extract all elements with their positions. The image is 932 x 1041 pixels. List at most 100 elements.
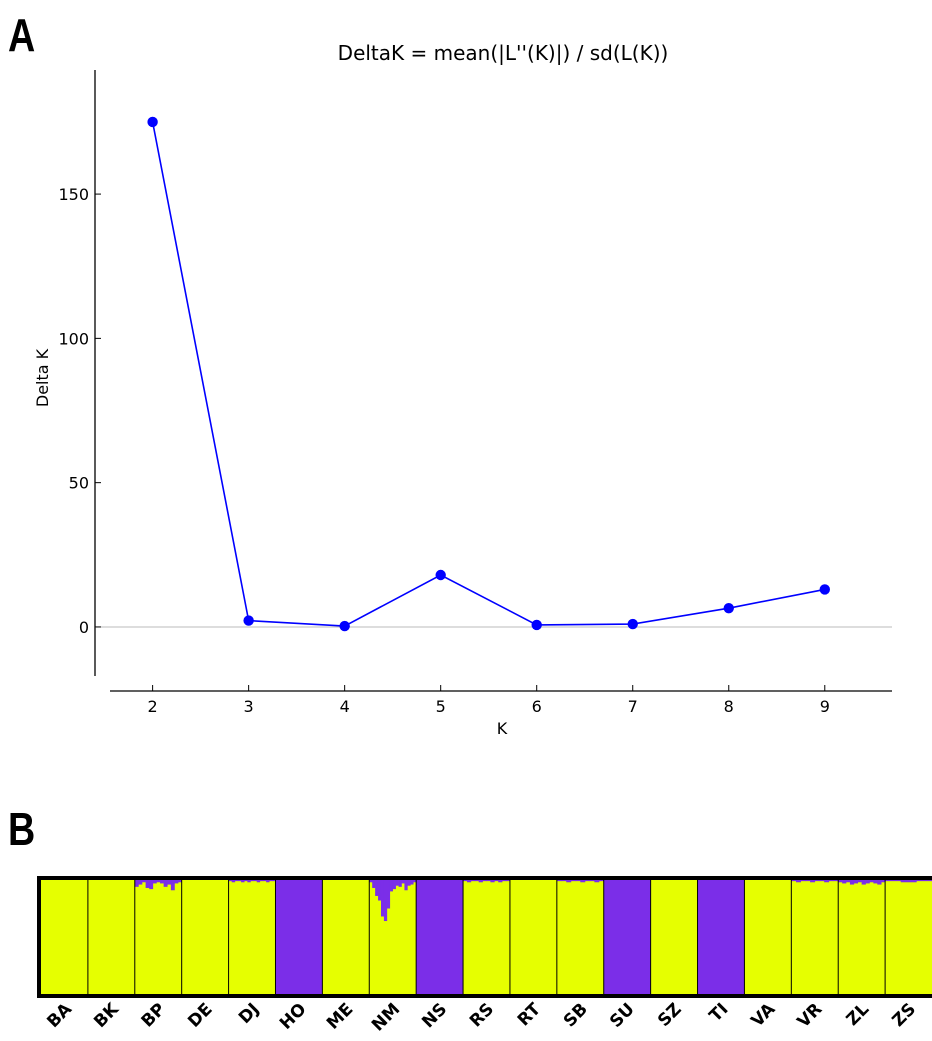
cluster-2-bar [375,880,379,896]
y-tick-label: 50 [69,474,89,493]
cluster-2-bar [167,880,172,885]
cluster-2-bar [853,880,859,884]
population-sz [650,880,698,994]
cluster-2-bar [149,880,154,890]
y-tick-label: 100 [58,329,89,348]
cluster-2-bar [584,880,590,882]
cluster-2-bar [259,880,264,882]
cluster-2-bar [392,880,396,890]
population-label: SU [606,999,639,1032]
population-rt [509,880,557,994]
cluster-1-bar [603,880,651,994]
cluster-2-bar [416,880,464,994]
population-sb [556,880,605,994]
cluster-2-bar [842,880,847,884]
cluster-2-bar [810,880,816,883]
cluster-2-bar [256,880,261,883]
cluster-2-bar [234,880,239,882]
cluster-2-bar [398,880,402,887]
cluster-2-bar [474,880,479,882]
population-label: BA [43,999,76,1032]
population-label: SZ [654,999,686,1031]
cluster-2-bar [241,880,245,883]
cluster-2-bar [266,880,270,883]
cluster-1-bar [744,880,792,994]
cluster-2-bar [800,880,806,882]
cluster-2-bar [502,880,507,882]
cluster-2-bar [846,880,851,883]
cluster-2-bar [828,880,834,882]
plot-frame [37,876,932,998]
cluster-2-bar [401,880,405,884]
cluster-1-bar [697,880,745,994]
cluster-1-bar [416,880,464,994]
x-tick-label: 2 [148,697,158,716]
x-tick-label: 5 [436,697,446,716]
population-label: ZL [843,999,874,1030]
cluster-2-bar [561,880,567,882]
cluster-1-bar [87,880,135,994]
data-point [243,615,254,626]
cluster-2-bar [262,880,267,882]
cluster-1-bar [791,880,839,994]
cluster-2-bar [580,880,586,883]
population-label: DJ [235,999,264,1028]
x-tick-label: 8 [724,697,734,716]
cluster-2-bar [463,880,468,882]
axes [94,70,892,692]
cluster-1-bar [322,880,370,994]
population-nm [369,880,417,994]
cluster-2-bar [247,880,251,883]
data-point [723,602,734,614]
cluster-2-bar [178,880,182,883]
cluster-1-bar [885,880,932,994]
cluster-2-bar [369,880,373,883]
data-point [819,584,830,595]
cluster-2-bar [228,880,233,882]
cluster-2-bar [134,880,139,887]
cluster-2-bar [494,880,499,882]
panel-label-a: A [8,9,36,61]
cluster-2-bar [885,880,902,882]
cluster-2-bar [231,880,236,883]
cluster-2-bar [791,880,797,882]
cluster-2-bar [152,880,157,884]
cluster-2-bar [482,880,487,882]
cluster-2-bar [556,880,562,882]
population-vr [791,880,839,994]
cluster-2-bar [272,880,276,882]
cluster-2-bar [395,880,399,886]
data-point [435,569,446,581]
data-series [147,116,830,632]
cluster-2-bar [833,880,839,882]
cluster-2-bar [575,880,581,882]
delta-k-line-chart: DeltaK = mean(|L''(K)|) / sd(L(K)) Delta… [33,41,892,738]
population-label: SB [560,999,592,1031]
cluster-2-bar [380,880,385,917]
cluster-1-bar [650,880,698,994]
data-point [531,619,542,631]
cluster-2-bar [603,880,651,994]
population-su [603,880,651,994]
cluster-2-bar [174,880,179,884]
x-tick-label: 4 [340,697,350,716]
population-label: NM [368,999,404,1035]
population-label: ZS [889,999,921,1031]
population-label: NS [418,999,451,1032]
cluster-2-bar [163,880,168,887]
population-dj [228,880,276,994]
cluster-2-bar [881,880,886,883]
population-label: VA [747,999,780,1032]
structure-bars [37,876,932,998]
cluster-2-bar [566,880,572,883]
cluster-1-bar [181,880,229,994]
population-zl [838,880,886,994]
cluster-2-bar [861,880,866,885]
population-bp [134,880,182,994]
cluster-2-bar [389,880,394,892]
population-zs [885,880,932,994]
cluster-2-bar [386,880,391,909]
cluster-2-bar [589,880,595,882]
x-tick-label: 6 [532,697,542,716]
cluster-2-bar [900,880,917,883]
